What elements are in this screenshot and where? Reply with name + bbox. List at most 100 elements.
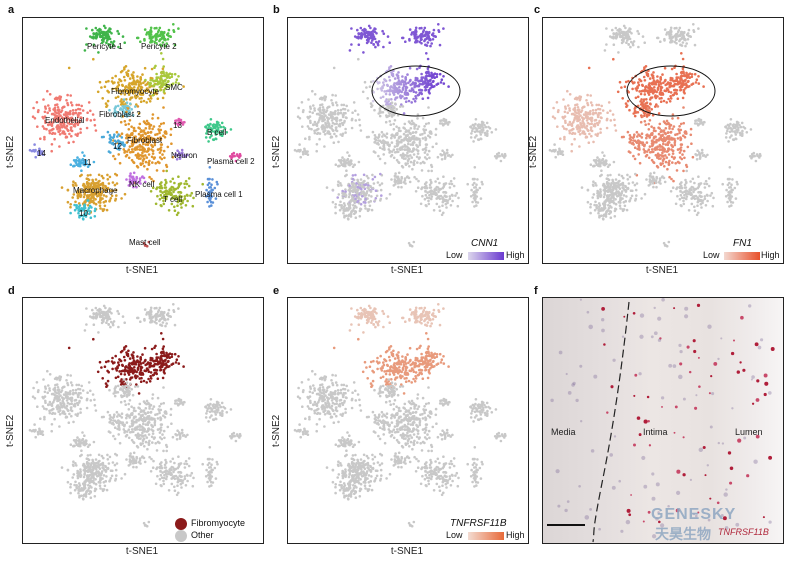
cell-point [180,195,183,198]
cell-point [423,125,426,128]
cell-point [663,165,666,168]
cell-point [181,123,185,126]
cell-point [452,184,456,188]
cell-point [408,89,411,92]
cell-point [183,182,186,186]
cell-point [110,80,114,83]
cell-point [150,143,153,147]
cell-point [136,36,140,40]
cell-point [164,44,167,48]
cell-point [371,178,375,181]
cell-point [337,140,340,144]
cell-point [675,79,679,82]
cell-point [411,143,415,147]
cell-point [619,201,622,204]
cell-point [665,156,669,159]
cell-point [693,188,696,192]
cell-point [370,41,373,44]
cell-point [606,184,609,188]
cell-point [78,108,82,111]
cell-point [667,97,670,101]
cell-point [438,209,442,212]
cell-point [606,165,610,168]
cell-point [654,105,657,108]
cell-point [668,125,671,128]
cell-point [158,131,161,135]
cell-point [576,106,580,109]
cell-point [698,153,702,156]
cell-point [428,30,431,34]
cell-point [577,130,580,134]
cell-point [599,127,602,131]
cell-point [421,132,424,136]
cell-point [126,89,129,92]
cell-point [176,204,179,207]
cell-point [651,182,655,185]
cell-point [155,72,158,76]
cell-point [180,121,184,124]
cell-point [170,188,173,192]
cell-point [170,193,173,197]
cell-point [164,180,168,184]
cell-point [56,124,60,127]
cell-point [602,189,606,192]
cell-point [115,182,119,185]
cell-point [682,149,686,153]
cell-point [59,97,62,101]
cell-point [129,86,133,90]
panel-b-high: High [506,250,525,260]
cell-point [48,109,51,112]
cell-point [165,195,169,198]
cell-point [357,43,361,46]
cell-point [378,157,382,161]
cell-point [53,106,57,110]
cell-point [685,195,689,198]
cell-point [635,194,638,197]
cell-point [627,30,630,33]
cell-point [407,241,411,245]
cell-point [48,93,52,96]
cell-point [376,42,380,45]
cell-point [707,177,711,180]
cell-point [437,30,441,33]
cell-point [130,148,134,151]
cell-point [442,175,445,178]
cell-point [205,188,208,192]
cell-point [364,197,367,201]
cell-point [170,73,174,76]
cell-point [162,169,165,173]
cell-point [183,195,187,198]
cell-point [401,145,404,148]
cell-point [668,127,671,130]
cell-point [618,179,621,183]
cell-point [730,128,734,131]
cell-point [656,36,660,40]
cell-point [402,112,406,115]
cell-point [658,145,662,148]
cell-point [650,148,654,151]
cell-point [107,182,111,185]
cell-point [313,93,317,96]
cell-point [580,186,584,189]
cell-point [132,79,136,82]
cell-point [633,133,636,136]
cell-point [103,85,107,88]
cell-point [678,197,682,201]
cell-point [434,133,438,137]
cell-point [375,32,378,35]
cell-point [441,196,444,199]
cell-point [635,182,639,185]
cell-point [439,194,443,198]
cell-point [82,195,86,199]
cell-point [134,181,138,184]
cell-point [403,145,407,148]
cell-point [615,184,619,187]
cell-point [206,127,209,131]
cell-point [483,123,486,127]
cell-point [356,113,360,116]
cell-point [365,190,369,193]
cell-point [41,125,45,128]
cell-point [123,192,127,196]
cell-point [740,121,744,125]
cell-point [431,145,435,149]
